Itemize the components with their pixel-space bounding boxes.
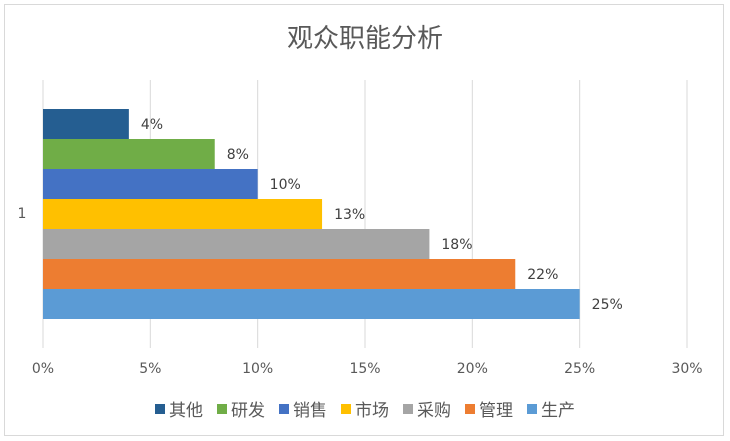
legend-swatch bbox=[279, 403, 289, 414]
data-label: 13% bbox=[334, 207, 365, 223]
data-label: 8% bbox=[227, 147, 249, 163]
legend-label: 研发 bbox=[231, 401, 265, 421]
legend-label: 生产 bbox=[541, 401, 575, 421]
bar-2 bbox=[43, 139, 215, 169]
legend-item: 销售 bbox=[279, 396, 327, 421]
legend-item: 研发 bbox=[217, 396, 265, 421]
bar-1 bbox=[43, 109, 129, 139]
legend-swatch bbox=[341, 403, 351, 414]
legend-label: 其他 bbox=[169, 401, 203, 421]
x-tick-label: 10% bbox=[242, 361, 273, 377]
y-category-label: 1 bbox=[18, 206, 27, 222]
legend-item: 生产 bbox=[527, 396, 575, 421]
x-tick-label: 5% bbox=[139, 361, 161, 377]
x-tick-label: 15% bbox=[349, 361, 380, 377]
data-label: 10% bbox=[270, 177, 301, 193]
bar-7 bbox=[43, 289, 580, 319]
x-tick-label: 20% bbox=[457, 361, 488, 377]
legend-item: 采购 bbox=[403, 396, 451, 421]
data-label: 22% bbox=[527, 267, 558, 283]
legend-swatch bbox=[155, 403, 165, 414]
legend-swatch bbox=[527, 403, 537, 414]
x-tick-label: 0% bbox=[32, 361, 54, 377]
legend-label: 管理 bbox=[479, 401, 513, 421]
legend-item: 其他 bbox=[155, 396, 203, 421]
bar-3 bbox=[43, 169, 258, 199]
legend: 其他 研发 销售 市场 采购 管理 生产 bbox=[0, 396, 730, 421]
legend-label: 采购 bbox=[417, 401, 451, 421]
x-tick-label: 30% bbox=[671, 361, 702, 377]
bar-4 bbox=[43, 199, 323, 229]
legend-swatch bbox=[465, 403, 475, 414]
legend-item: 市场 bbox=[341, 396, 389, 421]
legend-swatch bbox=[403, 403, 413, 414]
legend-item: 管理 bbox=[465, 396, 513, 421]
bar-6 bbox=[43, 259, 516, 289]
data-label: 25% bbox=[592, 297, 623, 313]
legend-swatch bbox=[217, 403, 227, 414]
bar-5 bbox=[43, 229, 430, 259]
data-label: 4% bbox=[141, 117, 163, 133]
data-label: 18% bbox=[441, 237, 472, 253]
chart-title: 观众职能分析 bbox=[286, 24, 443, 54]
x-tick-label: 25% bbox=[564, 361, 595, 377]
legend-label: 市场 bbox=[355, 401, 389, 421]
chart-frame bbox=[4, 4, 724, 436]
legend-label: 销售 bbox=[293, 401, 327, 421]
